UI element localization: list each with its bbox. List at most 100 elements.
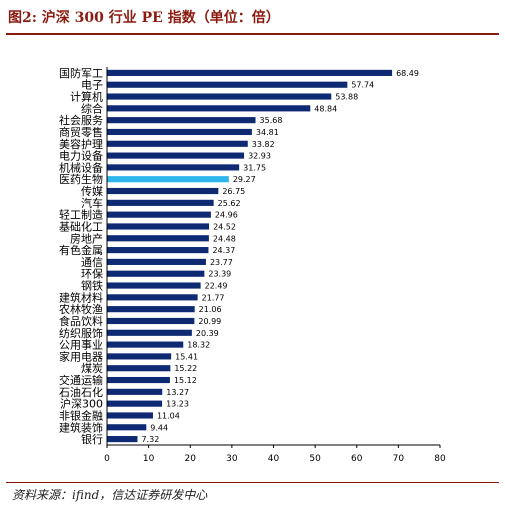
bar: [107, 187, 219, 195]
category-label: 有色金属: [59, 243, 103, 257]
category-label: 食品饮料: [59, 314, 103, 328]
source-note: 资料来源：ifind，信达证券研发中心: [12, 488, 208, 502]
bar: [107, 93, 332, 100]
category-label: 综合: [81, 101, 103, 115]
x-tick-label: 80: [434, 454, 446, 464]
bar: [107, 152, 245, 159]
category-label: 非银金融: [59, 408, 103, 422]
data-label: 31.75: [243, 163, 266, 172]
data-label: 48.84: [314, 104, 337, 113]
bar: [107, 117, 256, 124]
data-label: 29.27: [233, 175, 256, 184]
data-label: 20.99: [198, 317, 221, 326]
category-label: 通信: [81, 256, 103, 269]
bar: [107, 258, 206, 265]
data-label: 35.68: [260, 116, 283, 125]
category-label: 基础化工: [59, 219, 103, 233]
x-tick-label: 40: [268, 454, 280, 464]
bar: [107, 282, 201, 289]
category-label: 钢铁: [81, 280, 103, 293]
data-label: 7.32: [141, 435, 159, 444]
data-label: 33.82: [252, 140, 275, 149]
data-label: 25.62: [218, 199, 241, 208]
bar: [107, 306, 195, 313]
category-label: 商贸零售: [59, 125, 103, 139]
data-label: 11.04: [157, 411, 180, 420]
bar-chart: 国防军工 68.49 电子 57.74 计算机 53.88 综合 48.84 社会服务 35.68…: [59, 66, 446, 464]
category-label: 环保: [81, 267, 103, 281]
bar: [107, 105, 311, 112]
category-label: 计算机: [70, 90, 103, 104]
category-label: 建筑材料: [59, 290, 103, 304]
chart-area: 国防军工 68.49 电子 57.74 计算机 53.88 综合 48.84 社会服务 35.68…: [0, 36, 505, 476]
category-label: 国防军工: [59, 66, 103, 80]
category-label: 银行: [81, 432, 103, 446]
data-label: 57.74: [351, 81, 374, 90]
data-label: 15.12: [174, 376, 197, 385]
bar: [107, 164, 240, 171]
category-label: 房地产: [70, 231, 103, 245]
figure-title-bar: 图2: 沪深 300 行业 PE 指数（单位：倍）: [6, 4, 499, 35]
data-label: 23.77: [210, 258, 233, 267]
category-label: 传媒: [81, 185, 103, 198]
category-label: 汽车: [81, 196, 103, 210]
category-label: 建筑装饰: [59, 420, 103, 434]
data-label: 53.88: [335, 93, 358, 102]
bar: [107, 223, 210, 230]
data-label: 26.75: [222, 187, 245, 196]
bar: [107, 140, 248, 147]
x-tick-label: 50: [309, 454, 321, 464]
data-label: 21.77: [202, 293, 225, 302]
bar: [107, 400, 163, 407]
x-tick-label: 70: [393, 454, 405, 464]
category-label: 农林牧渔: [59, 302, 103, 316]
bar: [107, 329, 192, 336]
bar: [107, 81, 348, 88]
data-label: 13.27: [166, 388, 189, 397]
data-label: 13.23: [166, 400, 189, 409]
data-label: 24.52: [213, 222, 236, 231]
figure-title: 图2: 沪深 300 行业 PE 指数（单位：倍）: [8, 10, 280, 26]
category-label: 轻工制造: [59, 208, 103, 222]
data-label: 21.06: [199, 305, 222, 314]
data-label: 24.37: [212, 246, 235, 255]
bar: [107, 235, 209, 242]
data-label: 18.32: [187, 341, 210, 350]
data-label: 15.22: [174, 364, 197, 373]
category-label: 公用事业: [59, 339, 103, 352]
category-label: 美容护理: [59, 137, 103, 151]
bar: [107, 199, 214, 206]
category-label: 社会服务: [59, 113, 103, 127]
data-label: 22.49: [205, 282, 228, 291]
data-label: 24.48: [213, 234, 236, 243]
data-label: 20.39: [196, 329, 219, 338]
bar: [107, 247, 209, 254]
bar: [107, 176, 229, 183]
x-tick-label: 30: [226, 454, 238, 464]
data-label: 34.81: [256, 128, 279, 137]
bar: [107, 376, 170, 384]
data-label: 24.96: [215, 211, 238, 220]
bar: [107, 211, 211, 218]
data-label: 68.49: [396, 69, 419, 78]
source-divider: [6, 482, 499, 483]
category-label: 电力设备: [59, 149, 103, 163]
bar: [107, 69, 393, 76]
category-label: 交通运输: [59, 373, 103, 387]
x-tick-label: 20: [185, 454, 197, 464]
bar: [107, 128, 252, 136]
x-tick-label: 0: [104, 454, 110, 464]
bar: [107, 436, 138, 443]
category-label: 纺织服饰: [59, 326, 103, 340]
bar: [107, 317, 195, 325]
bar: [107, 388, 163, 395]
category-label: 电子: [81, 79, 103, 92]
category-label: 医药生物: [59, 172, 103, 186]
bar: [107, 270, 205, 277]
bar: [107, 424, 147, 431]
category-label: 机械设备: [59, 160, 103, 174]
data-label: 15.41: [175, 352, 198, 361]
category-label: 沪深300: [60, 397, 103, 411]
data-label: 32.93: [248, 152, 271, 161]
bar: [107, 294, 198, 301]
